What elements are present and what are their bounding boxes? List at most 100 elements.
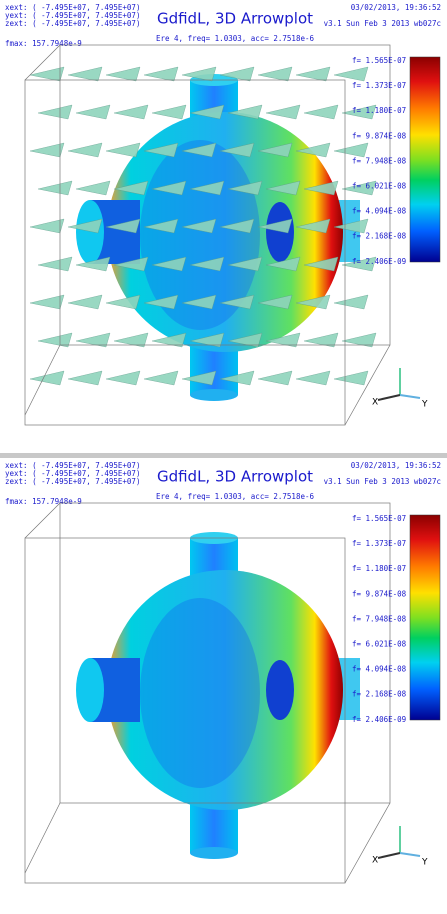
arrow — [113, 256, 149, 272]
arrow — [143, 370, 179, 386]
box-front — [24, 537, 346, 884]
arrow — [29, 218, 65, 234]
extent-label: zext: ( -7.495E+07, 7.495E+07) — [5, 477, 140, 486]
arrow — [181, 294, 217, 310]
fmax-label: fmax: 157.7948e-9 — [5, 39, 82, 48]
colorbar-label: f= 1.565E-07 — [352, 514, 406, 523]
arrow — [219, 370, 255, 386]
arrow — [29, 66, 65, 82]
extent-label: yext: ( -7.495E+07, 7.495E+07) — [5, 469, 140, 478]
arrow — [113, 332, 149, 348]
arrow — [341, 104, 377, 120]
arrow — [189, 332, 225, 348]
extent-label: yext: ( -7.495E+07, 7.495E+07) — [5, 11, 140, 20]
cylinder-left-end — [76, 200, 104, 264]
colorbar-label: f= 7.948E-08 — [352, 156, 407, 165]
arrow — [295, 294, 331, 310]
colorbar-label: f= 9.874E-08 — [352, 589, 407, 598]
arrow — [295, 142, 331, 158]
arrow — [227, 256, 263, 272]
colorbar-label: f= 1.565E-07 — [352, 56, 406, 65]
version: v3.1 Sun Feb 3 2013 wb027c — [324, 477, 441, 486]
colorbar — [409, 56, 441, 263]
arrow — [75, 332, 111, 348]
arrow — [295, 370, 331, 386]
cylinder-left-end — [76, 658, 104, 722]
extent-label: zext: ( -7.495E+07, 7.495E+07) — [5, 19, 140, 28]
arrow — [265, 256, 301, 272]
arrow — [29, 294, 65, 310]
arrow — [113, 180, 149, 196]
arrow — [333, 218, 369, 234]
arrow — [151, 180, 187, 196]
colorbar-label: f= 2.168E-08 — [352, 690, 407, 699]
arrow — [265, 180, 301, 196]
box-front — [24, 79, 346, 426]
arrow — [75, 104, 111, 120]
arrow-field — [29, 66, 377, 386]
box-edge — [24, 802, 61, 874]
arrow — [227, 332, 263, 348]
colorbar-label: f= 1.373E-07 — [352, 539, 406, 548]
colorbar-label: f= 1.180E-07 — [352, 564, 406, 573]
box-edge — [24, 44, 61, 81]
arrow — [257, 218, 293, 234]
sphere — [107, 112, 343, 352]
arrow — [303, 332, 339, 348]
date: 03/02/2013, 19:36:52 — [351, 461, 441, 470]
arrow — [143, 142, 179, 158]
arrow — [151, 256, 187, 272]
arrow — [295, 66, 331, 82]
box-edge — [24, 344, 61, 416]
arrow — [29, 142, 65, 158]
extent-label: xext: ( -7.495E+07, 7.495E+07) — [5, 461, 140, 470]
colorbar-label: f= 1.373E-07 — [352, 81, 406, 90]
box-back — [59, 44, 391, 346]
arrow — [219, 294, 255, 310]
arrow — [341, 180, 377, 196]
arrow — [67, 218, 103, 234]
arrow — [143, 218, 179, 234]
axis-x — [377, 394, 401, 401]
version: v3.1 Sun Feb 3 2013 wb027c — [324, 19, 441, 28]
arrow — [333, 370, 369, 386]
cylinder-right-end — [266, 660, 294, 720]
colorbar-label: f= 4.094E-08 — [352, 207, 407, 216]
colorbar-label: f= 2.168E-08 — [352, 232, 407, 241]
panel: xext: ( -7.495E+07, 7.495E+07)yext: ( -7… — [0, 458, 447, 914]
axis-label: Y — [421, 858, 428, 868]
arrow — [181, 370, 217, 386]
fmax-label: fmax: 157.7948e-9 — [5, 497, 82, 506]
arrow — [37, 104, 73, 120]
arrow — [265, 332, 301, 348]
axes-icon — [377, 826, 421, 859]
box-edge — [24, 502, 61, 539]
arrow — [105, 218, 141, 234]
arrow — [189, 104, 225, 120]
arrow — [75, 256, 111, 272]
arrow — [227, 180, 263, 196]
sphere-shade — [140, 598, 260, 788]
box-edge — [344, 802, 391, 884]
cavity — [76, 532, 360, 859]
arrow — [151, 104, 187, 120]
arrow — [257, 294, 293, 310]
axis-label: X — [372, 856, 378, 866]
arrow — [219, 66, 255, 82]
arrow — [189, 180, 225, 196]
arrow — [303, 104, 339, 120]
arrow — [303, 256, 339, 272]
colorbar-label: f= 9.874E-08 — [352, 131, 407, 140]
arrow — [143, 66, 179, 82]
arrow — [67, 66, 103, 82]
arrow — [37, 332, 73, 348]
colorbar-label: f= 2.406E-09 — [352, 715, 406, 724]
arrow — [151, 332, 187, 348]
arrow — [265, 104, 301, 120]
colorbar-label: f= 1.180E-07 — [352, 106, 406, 115]
arrow — [257, 66, 293, 82]
subtitle: Ere 4, freq= 1.0303, acc= 2.7518e-6 — [156, 34, 315, 43]
axis-label: Y — [421, 400, 428, 410]
arrow — [341, 332, 377, 348]
